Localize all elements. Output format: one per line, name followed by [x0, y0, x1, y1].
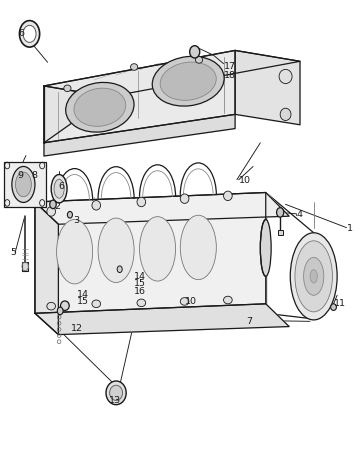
Ellipse shape	[310, 270, 317, 283]
Text: 18: 18	[224, 71, 236, 79]
Ellipse shape	[137, 197, 146, 207]
Bar	[22, 262, 29, 271]
Polygon shape	[44, 114, 235, 156]
Ellipse shape	[20, 20, 40, 47]
Polygon shape	[35, 192, 266, 314]
Text: 8: 8	[31, 171, 37, 180]
Text: 15: 15	[76, 297, 88, 306]
Ellipse shape	[57, 307, 63, 315]
Ellipse shape	[47, 207, 55, 216]
Text: 4: 4	[296, 210, 302, 219]
Ellipse shape	[331, 304, 336, 311]
Ellipse shape	[16, 172, 31, 197]
Ellipse shape	[12, 166, 35, 202]
Ellipse shape	[47, 303, 55, 310]
Ellipse shape	[290, 233, 337, 320]
Ellipse shape	[260, 219, 271, 276]
Ellipse shape	[190, 46, 200, 58]
Ellipse shape	[66, 82, 134, 132]
Ellipse shape	[279, 69, 292, 84]
Text: 6: 6	[19, 29, 25, 38]
Text: 15: 15	[134, 279, 146, 288]
Text: 7: 7	[246, 317, 252, 326]
Ellipse shape	[92, 300, 101, 308]
Ellipse shape	[160, 62, 216, 100]
Text: 13: 13	[109, 397, 121, 405]
Text: 3: 3	[73, 217, 79, 226]
Ellipse shape	[110, 385, 123, 400]
Ellipse shape	[224, 296, 232, 304]
Ellipse shape	[56, 219, 93, 284]
Bar	[278, 230, 283, 235]
Ellipse shape	[92, 200, 101, 210]
Ellipse shape	[304, 257, 324, 295]
Ellipse shape	[51, 174, 67, 203]
Ellipse shape	[98, 218, 134, 283]
Ellipse shape	[117, 266, 122, 273]
Ellipse shape	[195, 57, 203, 63]
Polygon shape	[44, 50, 300, 97]
Ellipse shape	[180, 194, 189, 203]
Text: 16: 16	[134, 287, 146, 296]
Ellipse shape	[23, 25, 36, 42]
Ellipse shape	[106, 381, 126, 405]
Text: 1: 1	[347, 224, 353, 233]
Text: 14: 14	[76, 290, 88, 299]
Ellipse shape	[224, 191, 232, 200]
Polygon shape	[235, 50, 300, 125]
Text: 12: 12	[71, 324, 83, 333]
Polygon shape	[35, 202, 58, 334]
Ellipse shape	[139, 217, 176, 281]
Ellipse shape	[60, 301, 69, 311]
Text: 17: 17	[224, 62, 236, 71]
Polygon shape	[44, 86, 109, 143]
Text: 14: 14	[134, 272, 146, 281]
Ellipse shape	[137, 299, 146, 307]
Text: 6: 6	[58, 182, 64, 191]
Ellipse shape	[74, 88, 126, 126]
Bar	[4, 162, 46, 207]
Text: 2: 2	[54, 202, 60, 211]
Text: 11: 11	[334, 299, 346, 308]
Ellipse shape	[50, 200, 56, 209]
Polygon shape	[44, 50, 235, 143]
Ellipse shape	[277, 208, 284, 217]
Ellipse shape	[131, 64, 138, 70]
Ellipse shape	[67, 211, 72, 218]
Ellipse shape	[295, 241, 332, 312]
Text: 5: 5	[11, 248, 17, 257]
Ellipse shape	[152, 57, 224, 106]
Ellipse shape	[180, 215, 216, 280]
Ellipse shape	[54, 179, 64, 198]
Polygon shape	[35, 192, 289, 224]
Text: 10: 10	[185, 297, 197, 306]
Text: 10: 10	[239, 176, 251, 185]
Ellipse shape	[180, 298, 189, 305]
Text: 9: 9	[17, 171, 23, 180]
Ellipse shape	[280, 108, 291, 121]
Polygon shape	[35, 304, 289, 334]
Ellipse shape	[64, 85, 71, 92]
